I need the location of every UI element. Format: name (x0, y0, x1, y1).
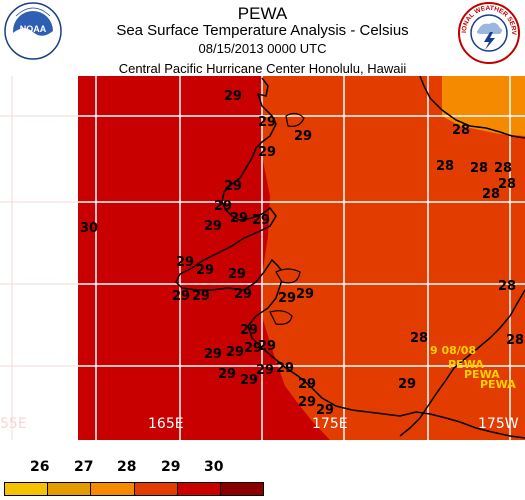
isotherm-label: 29 (224, 89, 242, 104)
isotherm-label: 29 (240, 323, 258, 338)
isotherm-label: 29 (398, 377, 416, 392)
legend-label: 29 (161, 459, 181, 475)
issuing-center: Central Pacific Hurricane Center Honolul… (118, 61, 407, 76)
nws-logo-graphic: NATIONAL WEATHER SERVICE (456, 0, 520, 64)
isotherm-label: 29 (278, 291, 296, 306)
isotherm-label: 29 (244, 341, 262, 356)
longitude-label: 175W (478, 416, 519, 432)
isotherm-label: 29 (316, 403, 334, 418)
isotherm-label: 29 (226, 345, 244, 360)
isotherm-label: 29 (224, 179, 242, 194)
isotherm-label: 29 (298, 377, 316, 392)
isotherm-label: 29 (240, 373, 258, 388)
isotherm-label: 29 (228, 267, 246, 282)
legend-swatch (5, 483, 49, 495)
isotherm-label: 28 (482, 187, 500, 202)
legend-label: 28 (117, 459, 137, 475)
legend-swatch (220, 483, 264, 495)
isotherm-label: 28 (452, 123, 470, 138)
noaa-logo: NOAA (4, 2, 62, 65)
sst-map-canvas: 29 29 29 29 29 29 29 29 29 30 29 29 29 2… (0, 76, 525, 440)
sst-region-28-29 (442, 76, 525, 136)
isotherm-label: 29 (230, 211, 248, 226)
nws-logo: NATIONAL WEATHER SERVICE (456, 0, 520, 71)
isotherm-label: 29 (192, 289, 210, 304)
isotherm-label: 28 (498, 177, 516, 192)
isotherm-label: 29 (234, 287, 252, 302)
noaa-logo-graphic: NOAA (4, 2, 62, 60)
map-title: PEWA (237, 4, 288, 23)
sst-region-29-30 (262, 76, 525, 440)
legend-swatch (177, 483, 221, 495)
isotherm-label: 29 (172, 289, 190, 304)
legend-swatch (48, 483, 92, 495)
longitude-label: 175E (312, 416, 348, 432)
outer-grid (0, 76, 78, 440)
isotherm-29-island (285, 112, 305, 127)
isotherm-28-north (419, 76, 525, 139)
legend-label: 26 (30, 459, 50, 475)
isotherm-label: 29 (204, 347, 222, 362)
isotherm-label: 29 (196, 263, 214, 278)
storm-name-label: PEWA (448, 358, 484, 371)
isotherm-label: 30 (80, 221, 98, 236)
legend-swatch (91, 483, 135, 495)
temperature-legend (4, 482, 264, 496)
isotherm-label: 28 (410, 331, 428, 346)
isotherm-label: 29 (252, 213, 270, 228)
sst-map: 29 29 29 29 29 29 29 29 29 30 29 29 29 2… (0, 76, 525, 440)
isotherm-label: 29 (294, 129, 312, 144)
longitude-label-partial: 55E (0, 416, 27, 432)
legend-swatch (134, 483, 178, 495)
isotherm-label: 28 (470, 161, 488, 176)
longitude-label: 165E (148, 416, 184, 432)
isotherm-label: 28 (436, 159, 454, 174)
isotherm-29-island (269, 310, 293, 325)
map-subtitle: Sea Surface Temperature Analysis - Celsi… (116, 22, 409, 39)
isotherm-label: 29 (256, 363, 274, 378)
isotherm-label: 29 (258, 115, 276, 130)
isotherm-label: 29 (276, 361, 294, 376)
isotherm-28-south (399, 289, 525, 437)
isotherm-label: 29 (296, 287, 314, 302)
isotherm-label: 29 (258, 339, 276, 354)
isotherm-label: 29 (258, 145, 276, 160)
legend-label: 27 (74, 459, 94, 475)
isotherm-29 (175, 77, 525, 439)
storm-name-label: PEWA (464, 368, 500, 381)
isotherm-label: 28 (506, 333, 524, 348)
noaa-logo-text: NOAA (20, 24, 47, 34)
isotherm-label: 29 (204, 219, 222, 234)
isotherm-label: 29 (218, 367, 236, 382)
isotherm-29-island (275, 268, 301, 284)
analysis-datetime: 08/15/2013 0000 UTC (198, 41, 327, 56)
legend-label: 30 (204, 459, 224, 475)
isotherm-label: 29 (298, 395, 316, 410)
storm-track: 9 08/08 PEWA PEWA PEWA (430, 344, 516, 391)
storm-name-label: PEWA (480, 378, 516, 391)
isotherm-label: 28 (494, 161, 512, 176)
map-outer-margin-shade (0, 76, 78, 440)
isotherm-label: 29 (214, 199, 232, 214)
isotherm-label: 29 (176, 255, 194, 270)
storm-track-datetime: 9 08/08 (430, 344, 476, 357)
isotherm-label: 28 (498, 279, 516, 294)
